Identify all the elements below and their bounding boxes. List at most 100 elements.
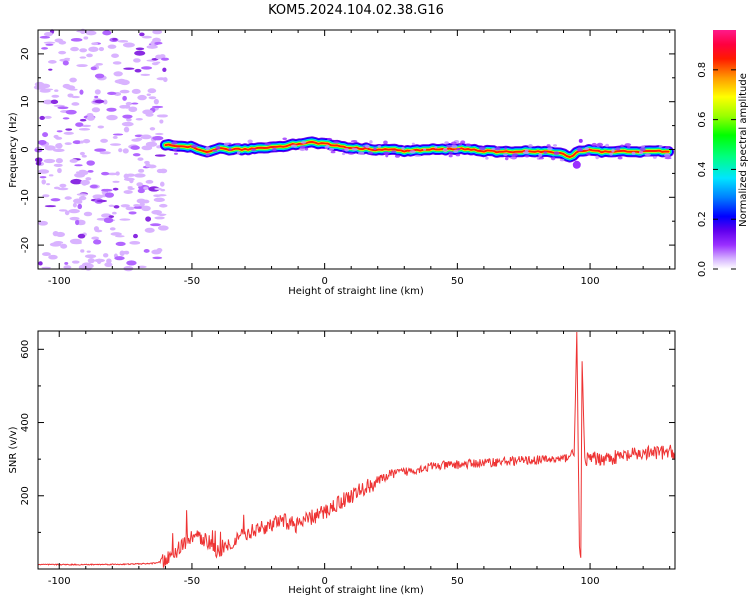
noise-speckle xyxy=(96,258,102,265)
snr-background xyxy=(38,331,675,569)
noise-speckle xyxy=(126,117,132,122)
noise-speckle xyxy=(113,205,120,209)
noise-speckle xyxy=(156,77,167,81)
trace-halo-speckle xyxy=(586,152,591,156)
noise-speckle xyxy=(86,115,95,121)
noise-speckle xyxy=(39,35,51,39)
noise-speckle xyxy=(82,138,91,144)
noise-speckle xyxy=(135,117,143,121)
noise-speckle xyxy=(158,213,166,217)
y-tick-label: 200 xyxy=(20,486,31,505)
trace-halo-speckle xyxy=(460,140,466,144)
trace-halo-speckle xyxy=(251,148,256,152)
noise-speckle xyxy=(152,29,163,35)
noise-speckle xyxy=(70,46,79,52)
snr-y-ticks: 200 400 600 xyxy=(20,340,675,533)
trace-halo-speckle xyxy=(300,141,307,144)
noise-speckle xyxy=(133,233,138,239)
trace-halo-speckle xyxy=(553,151,560,156)
noise-speckle xyxy=(91,236,100,240)
noise-speckle xyxy=(117,40,129,43)
noise-speckle xyxy=(90,66,97,71)
noise-speckle xyxy=(45,43,54,46)
y-tick-label: 600 xyxy=(20,340,31,359)
noise-speckle xyxy=(137,265,147,269)
noise-speckle xyxy=(133,204,141,207)
noise-speckle xyxy=(156,247,163,253)
noise-speckle xyxy=(76,193,88,196)
noise-speckle xyxy=(42,194,50,198)
trace-halo-speckle xyxy=(444,141,449,145)
noise-speckle xyxy=(143,186,149,190)
trace-halo-speckle xyxy=(658,145,663,148)
noise-speckle xyxy=(109,143,122,146)
noise-speckle xyxy=(112,135,118,139)
noise-speckle xyxy=(134,50,146,56)
noise-speckle xyxy=(64,210,70,216)
trace-halo-speckle xyxy=(584,147,590,151)
noise-speckle xyxy=(115,171,120,176)
noise-speckle xyxy=(81,180,88,186)
noise-speckle xyxy=(73,198,83,204)
colorbar-tick-label: 0.2 xyxy=(697,211,708,227)
noise-speckle xyxy=(34,157,43,163)
noise-speckle xyxy=(154,41,163,45)
trace-halo-speckle xyxy=(205,146,211,150)
y-tick-label: -20 xyxy=(20,237,31,253)
noise-speckle xyxy=(41,179,46,185)
x-tick-label: -50 xyxy=(184,276,200,287)
noise-speckle xyxy=(98,46,105,52)
trace-halo-speckle xyxy=(173,152,178,155)
trace-halo-speckle xyxy=(547,147,553,151)
y-tick-label: 20 xyxy=(20,48,31,61)
noise-speckle xyxy=(79,48,88,53)
noise-speckle xyxy=(52,148,65,153)
noise-speckle xyxy=(57,232,65,236)
noise-speckle xyxy=(138,168,145,173)
trace-dip-blob xyxy=(572,160,581,169)
noise-speckle xyxy=(141,205,151,212)
noise-speckle xyxy=(76,64,88,67)
noise-speckle xyxy=(48,174,54,177)
trace-halo-speckle xyxy=(522,151,530,155)
trace-halo-speckle xyxy=(401,146,405,150)
trace-halo-speckle xyxy=(373,147,377,151)
noise-speckle xyxy=(94,99,105,104)
trace-halo-speckle xyxy=(624,143,632,147)
snr-series-line xyxy=(37,331,676,569)
noise-speckle xyxy=(44,205,57,208)
noise-speckle xyxy=(69,77,77,83)
trace-halo-speckle xyxy=(173,148,178,151)
noise-speckle xyxy=(140,73,151,76)
trace-halo-speckle xyxy=(450,144,458,149)
colorbar: 0.0 0.2 0.4 0.6 0.8 Normalized spectral ampl… xyxy=(697,30,749,277)
noise-speckle xyxy=(37,220,48,226)
trace-halo-speckle xyxy=(442,148,448,153)
noise-speckle xyxy=(153,98,159,105)
x-tick-label: 0 xyxy=(321,276,327,287)
noise-speckle xyxy=(79,118,87,122)
trace-halo-speckle xyxy=(609,152,613,156)
noise-speckle xyxy=(65,85,76,90)
trace-halo-speckle xyxy=(223,142,230,146)
trace-halo-speckle xyxy=(290,144,298,148)
noise-speckle xyxy=(132,153,141,157)
noise-speckle xyxy=(140,134,152,140)
colorbar-gradient xyxy=(713,30,736,269)
trace-halo-speckle xyxy=(411,142,415,146)
trace-halo-speckle xyxy=(509,156,517,159)
noise-speckle xyxy=(65,109,77,115)
noise-speckle xyxy=(107,44,117,49)
noise-speckle xyxy=(108,215,115,218)
trace-halo-speckle xyxy=(546,144,551,148)
noise-speckle xyxy=(127,187,135,190)
noise-speckle xyxy=(87,169,94,173)
noise-speckle xyxy=(145,163,151,168)
trace-halo-speckle xyxy=(205,153,211,157)
trace-halo-speckle xyxy=(409,150,416,154)
trace-bump-blob xyxy=(578,138,583,143)
trace-halo-speckle xyxy=(236,151,241,155)
trace-halo-speckle xyxy=(451,141,457,145)
noise-speckle xyxy=(72,202,77,208)
noise-speckle xyxy=(81,262,92,268)
